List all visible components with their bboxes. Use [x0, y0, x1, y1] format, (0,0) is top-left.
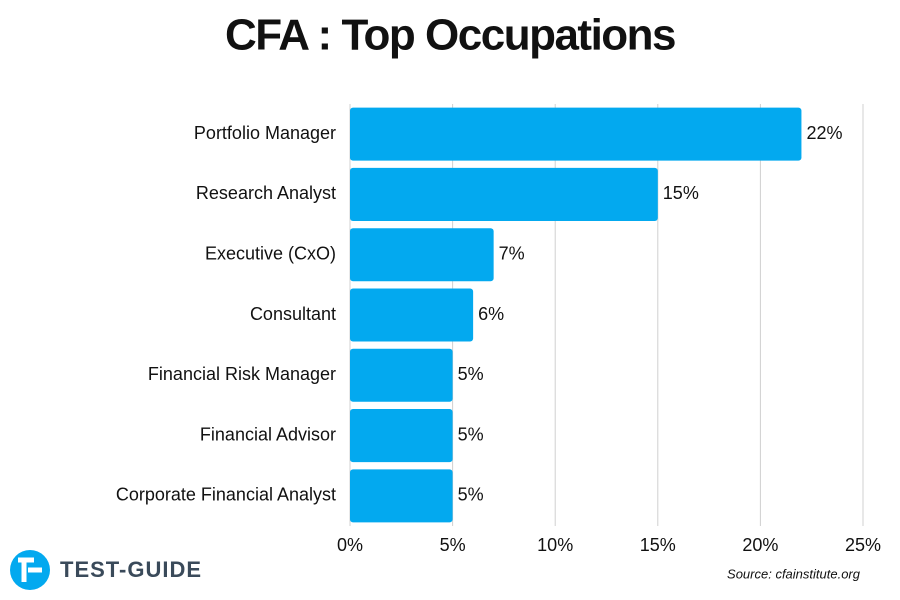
logo-text: TEST-GUIDE — [60, 557, 202, 582]
x-tick-label: 20% — [742, 535, 778, 555]
source-note: Source: cfainstitute.org — [727, 566, 861, 581]
x-tick-label: 25% — [845, 535, 881, 555]
x-tick-label: 5% — [440, 535, 466, 555]
bar — [350, 167, 658, 221]
y-tick-label: Financial Advisor — [200, 424, 336, 444]
y-tick-label: Corporate Financial Analyst — [116, 485, 336, 505]
x-tick-label: 10% — [537, 535, 573, 555]
x-tick-label: 0% — [337, 535, 363, 555]
logo-icon — [10, 550, 50, 590]
value-label: 5% — [458, 424, 484, 444]
chart-title: CFA : Top Occupations — [225, 11, 675, 60]
y-tick-label: Consultant — [250, 304, 336, 324]
y-tick-label: Research Analyst — [196, 183, 336, 203]
bar — [350, 288, 474, 342]
value-label: 7% — [499, 243, 525, 263]
y-tick-label: Portfolio Manager — [194, 123, 336, 143]
y-tick-label: Financial Risk Manager — [148, 364, 336, 384]
bar — [350, 409, 453, 463]
value-label: 6% — [478, 304, 504, 324]
value-label: 15% — [663, 183, 699, 203]
bar — [350, 469, 453, 523]
value-label: 5% — [458, 485, 484, 505]
x-tick-label: 15% — [640, 535, 676, 555]
bar — [350, 348, 453, 402]
y-tick-label: Executive (CxO) — [205, 243, 336, 263]
value-label: 22% — [806, 123, 842, 143]
bar — [350, 107, 802, 161]
value-label: 5% — [458, 364, 484, 384]
bar — [350, 228, 494, 282]
